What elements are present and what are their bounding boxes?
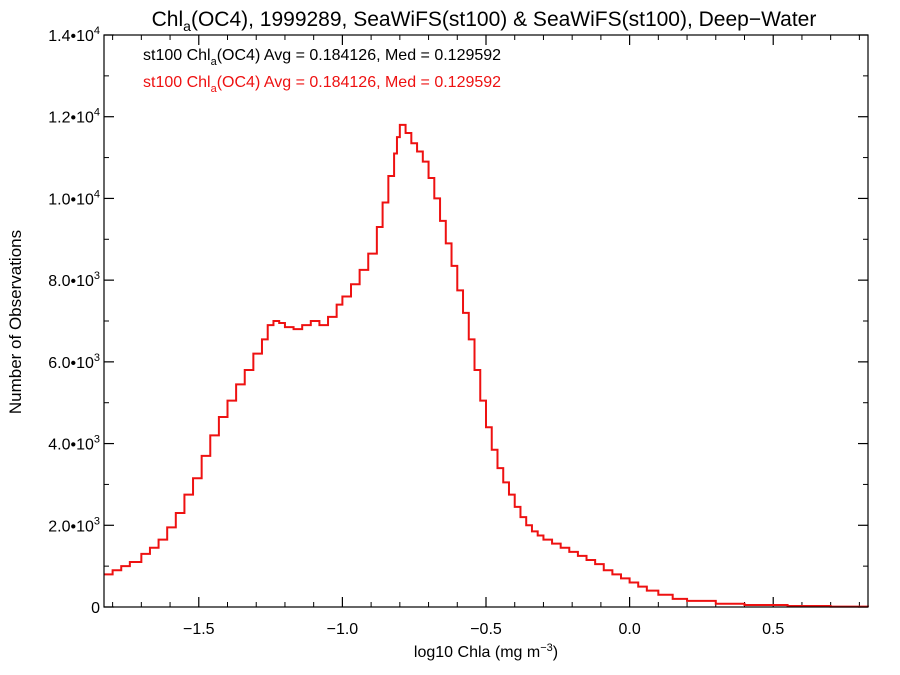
- y-tick-label: 4.0•103: [48, 434, 100, 454]
- legend-entry: st100 Chla(OC4) Avg = 0.184126, Med = 0.…: [143, 74, 501, 95]
- legend-entry: st100 Chla(OC4) Avg = 0.184126, Med = 0.…: [143, 47, 501, 68]
- chart-title: Chla(OC4), 1999289, SeaWiFS(st100) & Sea…: [152, 8, 817, 34]
- y-tick-label: 2.0•103: [48, 515, 100, 535]
- y-axis-ticks: 0 2.0•103 4.0•103 6.0•103 8.0•103 1.0•104 1.2•…: [48, 25, 868, 617]
- legend: st100 Chla(OC4) Avg = 0.184126, Med = 0.…: [143, 47, 501, 95]
- x-axis-ticks: −1.5 −1.0 −0.5 0.0 0.5: [112, 35, 860, 638]
- x-tick-label: 0.5: [762, 621, 784, 638]
- x-tick-label: −1.5: [183, 621, 215, 638]
- histogram-series-line: [104, 123, 869, 608]
- y-tick-label: 1.0•104: [48, 188, 100, 208]
- x-tick-label: −1.0: [327, 621, 359, 638]
- y-tick-label: 8.0•103: [48, 270, 100, 290]
- y-tick-label: 0: [91, 600, 100, 617]
- x-tick-label: 0.0: [618, 621, 640, 638]
- y-tick-label: 1.2•104: [48, 107, 100, 127]
- plot-area-frame: [103, 34, 869, 608]
- y-tick-label: 6.0•103: [48, 352, 100, 372]
- x-tick-label: −0.5: [470, 621, 502, 638]
- x-axis-label: log10 Chla (mg m−3): [414, 642, 558, 661]
- y-tick-label: 1.4•104: [48, 25, 100, 45]
- y-axis-label: Number of Observations: [6, 230, 25, 414]
